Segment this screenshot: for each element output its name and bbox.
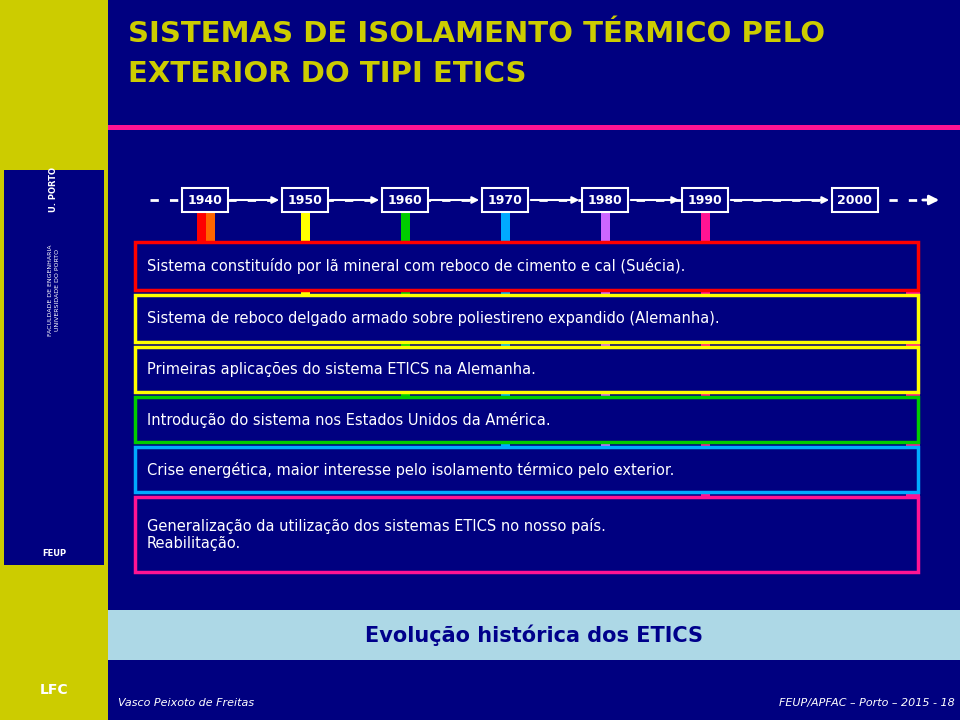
Bar [135,295,918,342]
Text: Sistema constituído por lã mineral com reboco de cimento e cal (Suécia).: Sistema constituído por lã mineral com r… [147,258,685,274]
Bar [682,188,728,212]
Bar [182,188,228,212]
Bar [197,212,205,290]
Text: 1990: 1990 [687,194,722,207]
Bar [4,543,104,565]
Bar [582,188,628,212]
Bar [400,212,410,442]
Bar [906,242,920,572]
Bar [482,188,528,212]
Text: Evolução histórica dos ETICS: Evolução histórica dos ETICS [365,624,703,646]
Text: FACULDADE DE ENGENHARIA
UNIVERSIDADE DO PORTO: FACULDADE DE ENGENHARIA UNIVERSIDADE DO … [48,244,60,336]
Text: 1980: 1980 [588,194,622,207]
Text: Vasco Peixoto de Freitas: Vasco Peixoto de Freitas [118,698,254,708]
Text: EXTERIOR DO TIPI ETICS: EXTERIOR DO TIPI ETICS [128,60,526,88]
Text: SISTEMAS DE ISOLAMENTO TÉRMICO PELO: SISTEMAS DE ISOLAMENTO TÉRMICO PELO [128,20,826,48]
Text: Primeiras aplicações do sistema ETICS na Alemanha.: Primeiras aplicações do sistema ETICS na… [147,362,536,377]
Bar [4,170,104,560]
Bar [135,397,918,442]
Bar [135,497,918,572]
Text: 1950: 1950 [288,194,323,207]
Bar [832,188,878,212]
Text: LFC: LFC [39,683,68,697]
Bar [300,212,309,342]
Bar [500,212,510,492]
Text: 1940: 1940 [187,194,223,207]
Text: FEUP/APFAC – Porto – 2015 - 18: FEUP/APFAC – Porto – 2015 - 18 [780,698,955,708]
Bar [205,212,214,290]
Bar [382,188,428,212]
Bar [108,125,960,130]
Bar [135,447,918,492]
Text: Crise energética, maior interesse pelo isolamento térmico pelo exterior.: Crise energética, maior interesse pelo i… [147,462,674,477]
Text: Introdução do sistema nos Estados Unidos da América.: Introdução do sistema nos Estados Unidos… [147,412,551,428]
Bar [701,212,709,572]
Bar [0,0,108,720]
Text: Generalização da utilização dos sistemas ETICS no nosso país.
Reabilitação.: Generalização da utilização dos sistemas… [147,518,606,552]
Bar [135,347,918,392]
Text: U. PORTO: U. PORTO [50,168,59,212]
Text: 1970: 1970 [488,194,522,207]
Text: 1960: 1960 [388,194,422,207]
Text: Sistema de reboco delgado armado sobre poliestireno expandido (Alemanha).: Sistema de reboco delgado armado sobre p… [147,311,720,326]
Bar [108,610,960,660]
Bar [135,242,918,290]
Text: 2000: 2000 [837,194,873,207]
Text: FEUP: FEUP [42,549,66,559]
Bar [601,212,610,482]
Bar [282,188,328,212]
